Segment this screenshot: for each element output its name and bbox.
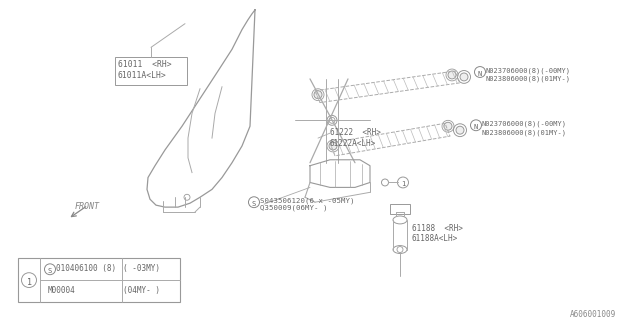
Circle shape: [460, 73, 468, 81]
Text: A606001009: A606001009: [570, 310, 616, 319]
Text: FRONT: FRONT: [75, 202, 100, 211]
Text: N: N: [474, 124, 478, 130]
Circle shape: [314, 91, 322, 99]
Text: 61222  <RH>
61222A<LH>: 61222 <RH> 61222A<LH>: [330, 128, 381, 148]
Text: 61011  <RH>
61011A<LH>: 61011 <RH> 61011A<LH>: [118, 60, 172, 80]
Text: 1: 1: [26, 277, 31, 287]
Text: 61188  <RH>
61188A<LH>: 61188 <RH> 61188A<LH>: [412, 224, 463, 243]
Text: S: S: [252, 201, 256, 207]
Text: N023706000(8)(-00MY): N023706000(8)(-00MY): [482, 120, 567, 127]
Text: N: N: [478, 71, 482, 77]
Text: N023806000(8)(01MY-): N023806000(8)(01MY-): [482, 129, 567, 136]
Text: 010406100 (8): 010406100 (8): [56, 264, 116, 273]
Circle shape: [329, 142, 337, 150]
Text: ( -03MY): ( -03MY): [123, 264, 160, 273]
Circle shape: [444, 122, 452, 130]
Bar: [18, 259, 180, 302]
Text: S043506120(6 x -05MY)
Q350009(06MY- ): S043506120(6 x -05MY) Q350009(06MY- ): [260, 197, 355, 211]
Circle shape: [456, 126, 464, 134]
Text: 1: 1: [401, 181, 405, 188]
Text: N023706000(8)(-00MY): N023706000(8)(-00MY): [486, 67, 571, 74]
Bar: [390, 204, 410, 214]
Text: S: S: [48, 268, 52, 274]
Text: (04MY- ): (04MY- ): [123, 286, 160, 295]
Text: M00004: M00004: [48, 286, 76, 295]
Bar: [115, 57, 187, 85]
Circle shape: [448, 71, 456, 79]
Text: N023806000(8)(01MY-): N023806000(8)(01MY-): [486, 76, 571, 83]
